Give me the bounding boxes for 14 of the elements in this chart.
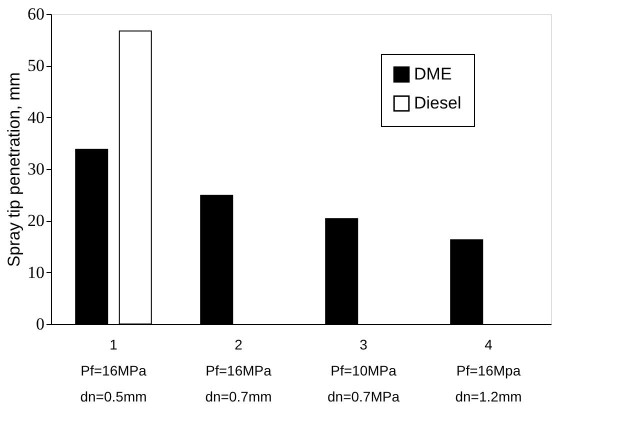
x-tick-label: 1 Pf=16MPa dn=0.5mm — [80, 336, 147, 404]
y-tick-label: 30 — [28, 160, 44, 178]
y-tick-label: 20 — [28, 211, 44, 230]
y-tick-label: 40 — [28, 108, 44, 127]
x-tick-label: 4 Pf=16Mpa dn=1.2mm — [455, 336, 522, 404]
x-tick-label: 3 Pf=10MPa dn=0.7MPa — [328, 336, 400, 404]
y-axis-title: Spray tip penetration, mm — [4, 72, 24, 267]
y-tick-label: 60 — [28, 4, 44, 24]
legend-label: DME — [414, 64, 452, 84]
y-tick-label: 10 — [28, 262, 44, 282]
y-tick-label: 0 — [36, 314, 44, 334]
legend-label: Diesel — [414, 94, 462, 112]
x-tick-label: 2 Pf=16MPa dn=0.7mm — [205, 336, 272, 404]
y-tick-label: 50 — [28, 56, 44, 76]
